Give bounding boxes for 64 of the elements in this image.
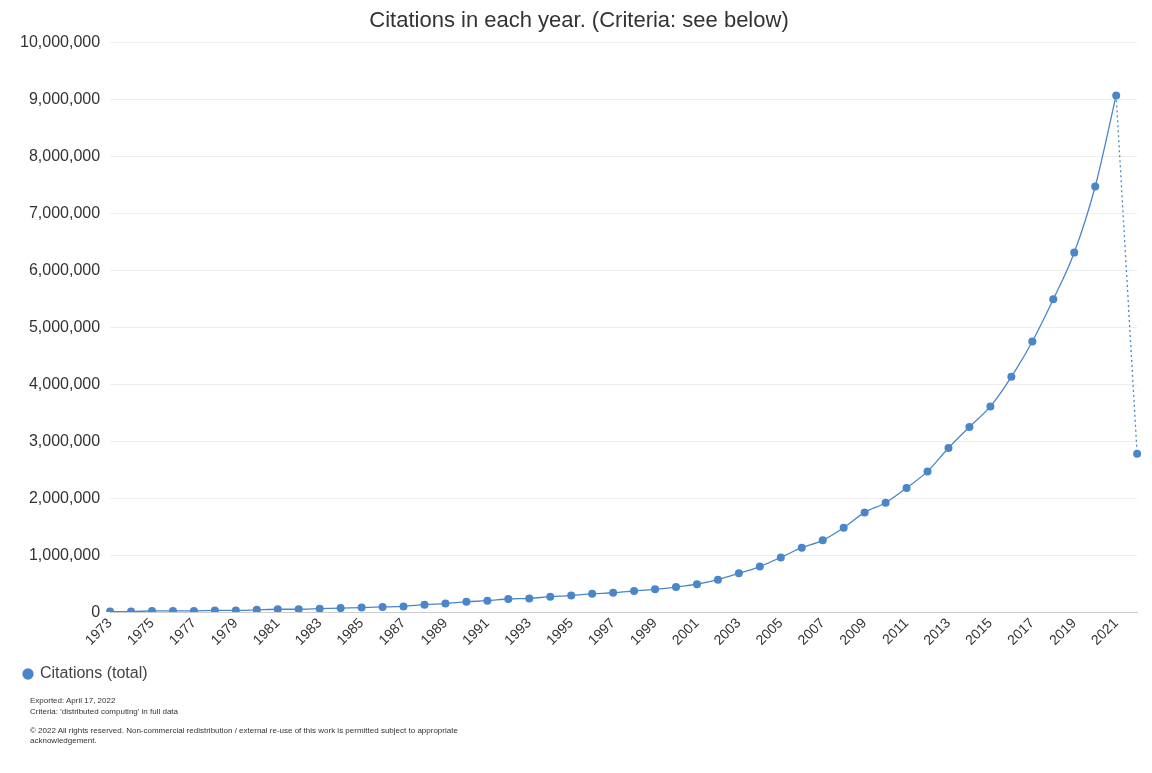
- legend-label: Citations (total): [40, 664, 148, 682]
- point: [692, 580, 701, 589]
- point: [986, 402, 995, 411]
- point: [818, 536, 827, 545]
- point: [504, 595, 513, 603]
- point: [651, 585, 660, 594]
- point: [441, 599, 450, 608]
- point: [525, 594, 534, 603]
- chart-title: Citations in each year. (Criteria: see below): [369, 7, 789, 33]
- point: [210, 606, 219, 613]
- point: [734, 569, 743, 578]
- point: [672, 583, 680, 592]
- point: [252, 605, 261, 613]
- point: [1112, 91, 1121, 100]
- point: [965, 422, 974, 431]
- point: [881, 498, 890, 507]
- y-tick-label: 0: [91, 602, 101, 620]
- point: [357, 603, 366, 612]
- point: [1091, 182, 1100, 191]
- point: [420, 600, 429, 609]
- point: [567, 591, 576, 600]
- point: [860, 508, 869, 517]
- y-tick-label: 9,000,000: [28, 89, 101, 107]
- point: [336, 604, 345, 613]
- text: Criteria: 'distributed computing' in full data: [30, 706, 179, 718]
- y-tick-label: 4,000,000: [28, 374, 101, 392]
- y-tick-label: 2,000,000: [28, 488, 101, 506]
- point: [189, 606, 198, 613]
- point: [776, 553, 785, 562]
- text: Exported: April 17, 2022: [30, 696, 117, 707]
- point: [1007, 372, 1016, 381]
- point: [1049, 295, 1058, 304]
- point: [168, 606, 177, 613]
- y-tick-label: 5,000,000: [28, 317, 101, 335]
- point: [944, 444, 953, 453]
- point: [399, 602, 408, 611]
- point: [713, 575, 722, 584]
- y-tick-label: 7,000,000: [28, 203, 101, 221]
- point: [546, 592, 555, 601]
- point: [902, 483, 911, 492]
- point: [755, 562, 764, 571]
- point: [588, 589, 597, 598]
- y-tick-label: 8,000,000: [28, 146, 101, 164]
- point: [231, 606, 240, 613]
- point: [797, 543, 806, 552]
- text: © 2022 All rights reserved. Non-commercial redistribution / external re-use of this work is permitted subject to appropriate acknowledgement.: [30, 725, 459, 748]
- y-tick-label: 3,000,000: [28, 431, 101, 449]
- point: [1070, 248, 1079, 257]
- point: [609, 588, 618, 597]
- point: [630, 587, 639, 596]
- point: [294, 605, 303, 613]
- point: [315, 604, 324, 613]
- point: [1028, 337, 1037, 346]
- point: [839, 523, 848, 532]
- point: [1133, 449, 1142, 458]
- point: [273, 605, 282, 613]
- point: [148, 606, 156, 613]
- y-tick-label: 6,000,000: [28, 260, 101, 278]
- point: [462, 597, 471, 606]
- point: [923, 467, 932, 476]
- point: [378, 602, 387, 611]
- y-tick-label: 10,000,000: [20, 32, 101, 50]
- point: [483, 596, 492, 605]
- y-tick-label: 1,000,000: [28, 545, 101, 563]
